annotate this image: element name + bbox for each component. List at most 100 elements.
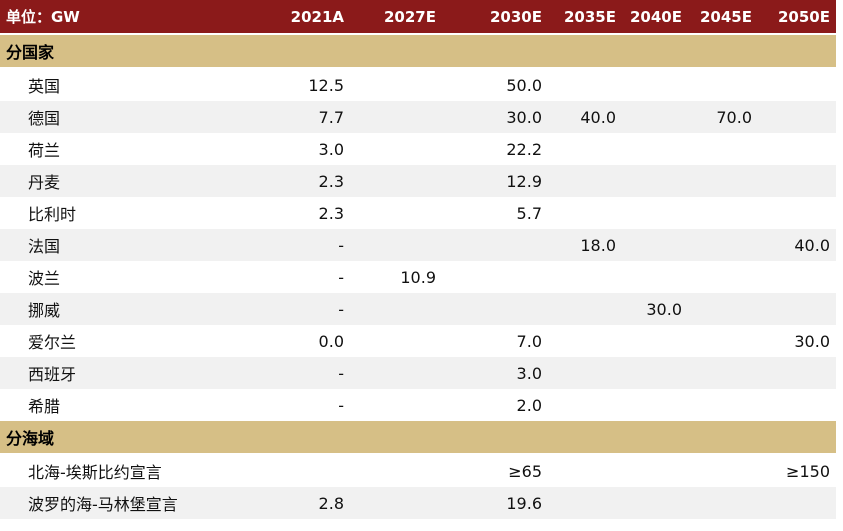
table-cell [752,261,830,293]
table-cell: 0.0 [318,331,344,351]
table-cell: 2.3 [318,203,344,223]
row-label: 爱尔兰 [28,333,77,352]
table-cell [352,69,436,101]
table-cell [684,197,752,229]
table-cell: 7.0 [516,331,542,351]
row-label: 法国 [28,237,61,256]
table-cell [684,357,752,389]
table-cell: 22.2 [506,139,542,159]
table-row: 比利时 2.3 5.7 [0,197,836,229]
row-label: 比利时 [28,205,77,224]
section-title: 分海域 [6,429,55,448]
table-cell [684,487,752,519]
table-row: 丹麦 2.3 12.9 [0,165,836,197]
table-cell [684,69,752,101]
table-cell [352,165,436,197]
table-cell [352,101,436,133]
unit-label: 单位：GW [6,8,80,26]
table-cell: 30.0 [794,331,830,351]
column-header-2021a: 2021A [290,7,344,26]
table-cell [616,389,682,421]
table-cell: 40.0 [794,235,830,255]
table-cell [548,261,616,293]
table-cell [352,357,436,389]
table-cell [260,455,344,487]
table-cell [616,455,682,487]
table-row: 挪威 - 30.0 [0,293,836,325]
table-cell [684,261,752,293]
table-cell: 3.0 [516,363,542,383]
table-cell [548,487,616,519]
table-cell [752,293,830,325]
table-cell: 18.0 [580,235,616,255]
table-cell [752,357,830,389]
table-row: 爱尔兰 0.0 7.0 30.0 [0,325,836,357]
table-cell [352,389,436,421]
table-cell [548,69,616,101]
section-header: 分国家 [0,35,836,67]
column-header-2050e: 2050E [778,7,830,26]
column-header-2040e: 2040E [630,7,682,26]
table-cell: 70.0 [716,107,752,127]
table-row: 波兰 - 10.9 [0,261,836,293]
table-cell [752,133,830,165]
table-cell: 50.0 [506,75,542,95]
table-cell: 19.6 [506,493,542,513]
table-cell [548,197,616,229]
column-header-2027e: 2027E [384,7,436,26]
table-cell: ≥150 [786,461,830,481]
table-row: 波罗的海-马林堡宣言 2.8 19.6 [0,487,836,519]
table-cell [616,229,682,261]
row-label: 西班牙 [28,365,77,384]
row-label: 北海-埃斯比约宣言 [28,463,162,482]
table-cell [752,389,830,421]
table-row: 北海-埃斯比约宣言 ≥65 ≥150 [0,455,836,487]
table-cell: 5.7 [516,203,542,223]
table-cell: - [338,363,344,383]
table-cell [616,133,682,165]
table-row: 法国 - 18.0 40.0 [0,229,836,261]
table-cell [616,325,682,357]
table-cell [352,325,436,357]
table-cell: 3.0 [318,139,344,159]
table-cell: 30.0 [506,107,542,127]
table-header: 单位：GW 2021A 2027E 2030E 2035E 2040E 2045… [0,0,836,33]
table-cell [752,101,830,133]
column-header-2045e: 2045E [700,7,752,26]
table-cell [352,455,436,487]
table-cell: - [338,267,344,287]
table-cell [616,487,682,519]
table-cell: 2.3 [318,171,344,191]
row-label: 波兰 [28,269,61,288]
row-label: 荷兰 [28,141,61,160]
row-label: 德国 [28,109,61,128]
row-label: 丹麦 [28,173,61,192]
table-cell [752,165,830,197]
table-cell [352,133,436,165]
table-cell [684,455,752,487]
table-cell [548,325,616,357]
table-cell: 2.8 [318,493,344,513]
table-cell [548,293,616,325]
table-cell [684,325,752,357]
table-cell [352,197,436,229]
column-header-2035e: 2035E [564,7,616,26]
table-cell [616,261,682,293]
row-label: 挪威 [28,301,61,320]
row-label: 波罗的海-马林堡宣言 [28,495,178,514]
table-cell: 12.5 [308,75,344,95]
table-cell [352,487,436,519]
table-cell: - [338,299,344,319]
table-cell [684,229,752,261]
table-cell [752,197,830,229]
table-cell [454,293,542,325]
table-row: 英国 12.5 50.0 [0,69,836,101]
table-row: 希腊 - 2.0 [0,389,836,421]
table-cell [352,293,436,325]
table-cell [454,229,542,261]
table-cell [752,69,830,101]
table-row: 西班牙 - 3.0 [0,357,836,389]
table-cell [616,165,682,197]
row-label: 希腊 [28,397,61,416]
